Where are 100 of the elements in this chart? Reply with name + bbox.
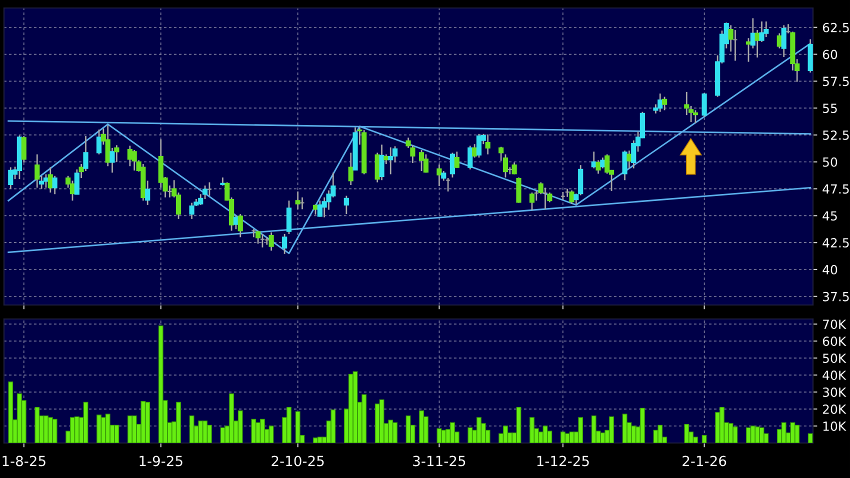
candlestick bbox=[468, 145, 473, 170]
bar bbox=[591, 415, 596, 443]
bar bbox=[34, 406, 40, 443]
y-tick-label: 40 bbox=[822, 264, 838, 274]
candlestick bbox=[776, 32, 782, 50]
candlestick bbox=[43, 174, 49, 188]
candlestick bbox=[312, 204, 318, 216]
y-tick-label: 60K bbox=[822, 336, 846, 346]
candlestick bbox=[569, 190, 574, 205]
y-tick-label: 37.5 bbox=[822, 292, 849, 302]
candlestick bbox=[418, 149, 424, 172]
bar bbox=[754, 426, 760, 443]
bar bbox=[330, 410, 336, 443]
bar bbox=[105, 414, 110, 443]
candlestick bbox=[388, 146, 394, 175]
bar bbox=[406, 415, 411, 443]
bar bbox=[516, 406, 522, 443]
bar bbox=[268, 426, 274, 443]
candlestick bbox=[423, 154, 428, 174]
x-tick-label: 3-11-25 bbox=[413, 456, 466, 466]
y-tick-label: 60 bbox=[822, 50, 838, 60]
candlestick bbox=[348, 152, 354, 186]
candlestick bbox=[238, 213, 243, 238]
bar bbox=[631, 426, 636, 443]
y-tick-label: 10K bbox=[823, 421, 846, 431]
candlestick bbox=[48, 166, 53, 194]
bar bbox=[732, 426, 738, 443]
candlestick bbox=[286, 200, 292, 235]
candlestick bbox=[485, 134, 490, 156]
bar bbox=[600, 432, 606, 443]
y-tick-label: 45 bbox=[822, 211, 837, 221]
candlestick bbox=[692, 110, 698, 124]
y-tick-label: 52.5 bbox=[822, 130, 849, 140]
candlestick bbox=[379, 144, 384, 181]
x-tick-label: 2-1-26 bbox=[682, 456, 726, 466]
bar bbox=[317, 436, 322, 443]
candlestick bbox=[512, 162, 517, 175]
bar bbox=[808, 433, 813, 443]
bar bbox=[790, 422, 796, 443]
candlestick bbox=[96, 128, 102, 156]
candlestick bbox=[384, 154, 389, 165]
candlestick bbox=[450, 152, 456, 178]
candlestick bbox=[702, 92, 707, 118]
candlestick bbox=[21, 135, 26, 164]
bar bbox=[251, 418, 256, 443]
bar bbox=[622, 414, 628, 443]
x-tick-label: 2-10-25 bbox=[272, 456, 324, 466]
candlestick bbox=[476, 133, 482, 158]
candlestick bbox=[454, 150, 460, 168]
x-tick-label: 1-8-25 bbox=[2, 456, 46, 466]
bar bbox=[114, 424, 120, 443]
bar bbox=[313, 438, 318, 443]
candlestick bbox=[662, 96, 668, 111]
bar bbox=[728, 423, 734, 443]
candlestick bbox=[604, 154, 610, 174]
candlestick bbox=[110, 147, 115, 174]
candlestick bbox=[626, 150, 632, 170]
y-tick-label: 50K bbox=[822, 354, 846, 363]
line-series bbox=[8, 42, 812, 254]
bar bbox=[140, 401, 146, 443]
bar bbox=[560, 432, 566, 443]
bar bbox=[564, 433, 570, 443]
bar bbox=[684, 424, 690, 443]
bar bbox=[83, 402, 88, 443]
bar bbox=[374, 404, 380, 443]
bar bbox=[52, 418, 58, 443]
y-tick-label: 30K bbox=[822, 388, 846, 397]
candlestick bbox=[282, 233, 288, 255]
bar bbox=[238, 410, 243, 443]
bar bbox=[468, 427, 473, 443]
candlestick bbox=[233, 214, 239, 230]
candlestick bbox=[34, 154, 40, 188]
candlestick bbox=[600, 156, 606, 170]
bar bbox=[158, 325, 164, 443]
y-tick-label: 47.5 bbox=[822, 184, 849, 194]
y-tick-label: 57.5 bbox=[822, 76, 849, 86]
candlestick bbox=[268, 232, 274, 252]
candlestick bbox=[344, 195, 349, 215]
y-tick-label: 70K bbox=[823, 320, 846, 330]
candlestick bbox=[436, 164, 442, 187]
y-tick-label: 55 bbox=[822, 104, 837, 114]
bar bbox=[132, 415, 137, 443]
bar bbox=[189, 415, 194, 443]
candlestick bbox=[8, 166, 14, 190]
bar bbox=[781, 422, 786, 443]
bar bbox=[295, 411, 300, 443]
candlestick bbox=[52, 175, 58, 195]
y-tick-label: 40K bbox=[822, 370, 846, 380]
candlestick bbox=[295, 190, 300, 210]
y-tick-label: 62.5 bbox=[822, 22, 849, 32]
bar bbox=[96, 414, 102, 443]
bar bbox=[8, 382, 14, 443]
bar bbox=[74, 416, 80, 443]
candlestick bbox=[622, 150, 628, 181]
bar bbox=[658, 424, 663, 443]
y-tick-label: 20K bbox=[822, 404, 846, 414]
y-tick-label: 42.5 bbox=[822, 238, 849, 248]
bar bbox=[702, 435, 707, 443]
candlestick bbox=[529, 192, 535, 211]
y-tick-label: 50 bbox=[822, 157, 838, 167]
